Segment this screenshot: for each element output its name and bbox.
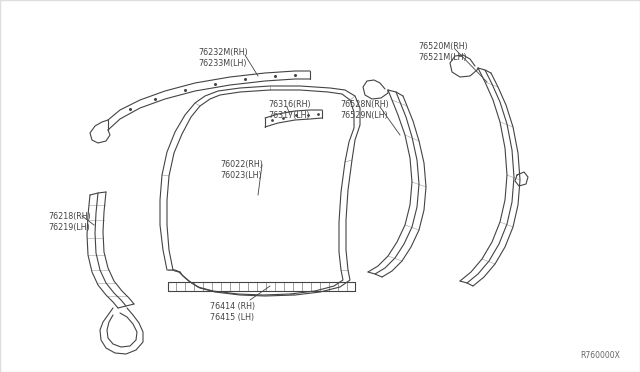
Text: 76414 (RH)
76415 (LH): 76414 (RH) 76415 (LH): [210, 302, 255, 323]
Text: 76218(RH)
76219(LH): 76218(RH) 76219(LH): [48, 212, 91, 232]
Text: 76316(RH)
76317(LH): 76316(RH) 76317(LH): [268, 100, 310, 121]
Text: 76528N(RH)
76529N(LH): 76528N(RH) 76529N(LH): [340, 100, 388, 121]
Text: R760000X: R760000X: [580, 351, 620, 360]
Text: 76520M(RH)
76521M(LH): 76520M(RH) 76521M(LH): [418, 42, 468, 62]
Text: 76232M(RH)
76233M(LH): 76232M(RH) 76233M(LH): [198, 48, 248, 68]
Text: 76022(RH)
76023(LH): 76022(RH) 76023(LH): [220, 160, 263, 180]
